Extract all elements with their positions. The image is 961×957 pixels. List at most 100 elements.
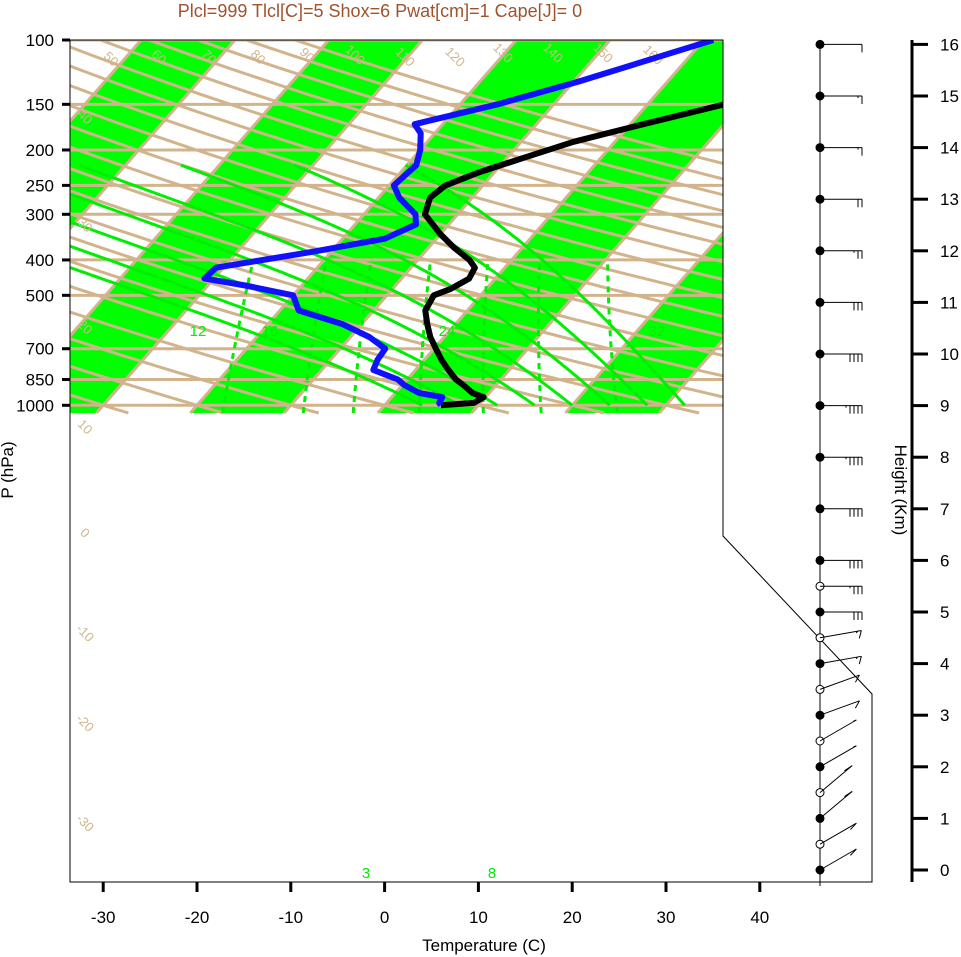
dry-adiabat xyxy=(99,40,872,415)
y-tick-label: 850 xyxy=(26,371,54,390)
height-axis-label: Height (Km) xyxy=(891,445,910,536)
barb-shaft xyxy=(819,822,857,845)
barb-feather xyxy=(858,656,862,665)
barb-feather xyxy=(853,745,857,748)
y-tick-label: 150 xyxy=(26,95,54,114)
height-tick-label: 6 xyxy=(940,551,949,570)
mixing-ratio-label: 32 xyxy=(649,323,666,340)
barb-shaft xyxy=(819,655,862,665)
y-tick-label: 400 xyxy=(26,251,54,270)
barb-feather xyxy=(854,674,860,683)
grid-label: -20 xyxy=(73,711,97,735)
mixing-ratio-line xyxy=(417,259,433,413)
x-axis-label: Temperature (C) xyxy=(422,936,546,955)
barb-feather xyxy=(844,765,853,772)
barb-shaft xyxy=(819,700,860,716)
dewpoint-line xyxy=(201,40,715,408)
band xyxy=(70,40,235,414)
grid-label: -10 xyxy=(73,621,97,645)
x-tick-label: 40 xyxy=(750,908,769,927)
mixing-ratio-line xyxy=(351,259,373,414)
mixing-ratio-lines xyxy=(221,259,619,414)
barb-feather xyxy=(855,656,858,660)
wind-barbs xyxy=(815,39,863,886)
dry-adiabat xyxy=(70,40,795,415)
x-tick-label: 10 xyxy=(469,908,488,927)
sounding-profiles xyxy=(201,40,872,409)
moist-adiabat xyxy=(70,163,423,407)
dry-adiabat xyxy=(70,40,605,415)
mixing-ratio-label: 12 xyxy=(190,323,207,340)
y-tick-label: 100 xyxy=(26,31,54,50)
dry-adiabat xyxy=(197,40,872,415)
barb-feather xyxy=(850,848,857,856)
barb-shaft xyxy=(819,719,857,742)
grid-label: 10 xyxy=(753,538,774,559)
moist-adiabat xyxy=(180,163,611,407)
grid-label: 120 xyxy=(442,44,468,70)
barb-shaft xyxy=(819,765,853,793)
mixing-ratio-label: 16 xyxy=(262,323,279,340)
mixing-ratio-label: 3 xyxy=(362,865,370,882)
isotherm-line xyxy=(70,40,143,415)
grid-label: 10 xyxy=(75,416,96,437)
barb-shaft xyxy=(819,848,857,871)
height-tick-label: 7 xyxy=(940,500,949,519)
barb-shaft xyxy=(819,630,862,639)
x-tick-label: 0 xyxy=(380,908,389,927)
x-tick-label: -20 xyxy=(185,908,210,927)
height-tick-label: 1 xyxy=(940,809,949,828)
x-tick-label: -10 xyxy=(279,908,304,927)
grid-label: 0 xyxy=(77,525,93,541)
band xyxy=(190,40,611,414)
mixing-ratio-label: 24 xyxy=(439,323,456,340)
height-tick-label: 10 xyxy=(940,345,959,364)
grid-label: 30 xyxy=(851,650,872,671)
mixing-ratio-label: 8 xyxy=(488,865,496,882)
height-tick-label: 13 xyxy=(940,190,959,209)
height-tick-label: 14 xyxy=(940,139,959,158)
x-axis: -30 -20 -10 0 10 20 30 40 xyxy=(91,882,769,927)
height-tick-label: 11 xyxy=(940,293,958,312)
height-tick-label: 15 xyxy=(940,87,959,106)
y-tick-label: 250 xyxy=(26,176,54,195)
y-tick-label: 200 xyxy=(26,141,54,160)
isotherm-line xyxy=(95,40,424,415)
barb-feather xyxy=(858,630,862,639)
dry-adiabat xyxy=(70,40,872,415)
barb-shaft xyxy=(819,791,853,819)
mixing-ratio-line xyxy=(536,259,543,414)
x-tick-label: 20 xyxy=(563,908,582,927)
moist-adiabats xyxy=(70,163,686,407)
dry-adiabat xyxy=(148,40,872,415)
height-tick-label: 5 xyxy=(940,603,949,622)
x-tick-label: -30 xyxy=(91,908,116,927)
grid-label: 10 xyxy=(733,338,754,359)
barb-shaft xyxy=(819,745,857,768)
height-tick-label: 3 xyxy=(940,706,949,725)
mixing-ratio-line xyxy=(221,259,255,414)
moist-adiabat xyxy=(70,163,536,407)
mixing-ratio-line xyxy=(606,259,619,414)
moist-adiabat xyxy=(78,163,574,407)
barb-shaft xyxy=(819,674,860,690)
dry-adiabat xyxy=(70,40,872,415)
grid-label: 0 xyxy=(731,459,747,475)
plot-frame xyxy=(69,39,873,883)
grid-label: 30 xyxy=(733,122,754,143)
y-tick-label: 500 xyxy=(26,286,54,305)
height-tick-label: 16 xyxy=(940,35,959,54)
barb-feather xyxy=(853,719,857,722)
height-tick-label: 9 xyxy=(940,397,949,416)
barb-feather xyxy=(850,822,857,830)
isotherm-line xyxy=(70,40,237,415)
mixing-ratio-line xyxy=(481,259,490,413)
barb-feather xyxy=(855,630,858,634)
barb-feather xyxy=(854,700,860,709)
y-tick-label: 700 xyxy=(26,340,54,359)
y-tick-label: 300 xyxy=(26,205,54,224)
dry-adiabat xyxy=(70,40,415,415)
height-tick-label: 8 xyxy=(940,448,949,467)
